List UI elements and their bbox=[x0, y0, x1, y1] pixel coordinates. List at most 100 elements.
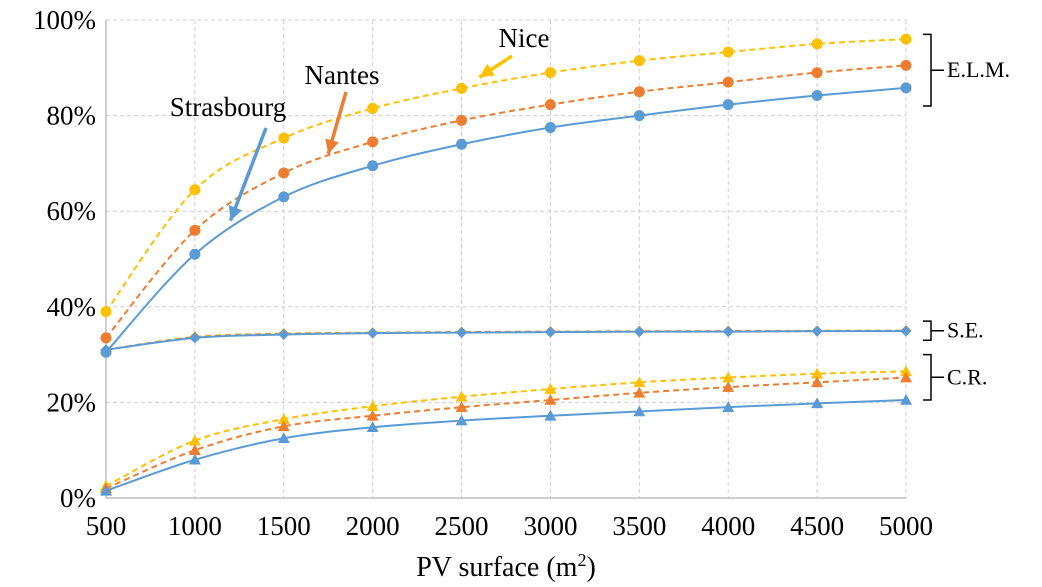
data-point bbox=[633, 405, 646, 417]
series-line bbox=[105, 399, 907, 492]
data-point bbox=[900, 365, 912, 377]
annotation-arrowhead bbox=[228, 205, 242, 221]
series-line bbox=[105, 86, 907, 353]
data-point bbox=[455, 414, 468, 426]
city-label-nice: Nice bbox=[499, 23, 550, 53]
y-tick-label: 100% bbox=[33, 5, 96, 35]
y-tick-label: 80% bbox=[47, 101, 97, 131]
data-point bbox=[366, 409, 379, 421]
annotation-arrow bbox=[228, 127, 268, 222]
data-point bbox=[189, 248, 201, 260]
data-point bbox=[100, 306, 112, 318]
x-tick-label: 1000 bbox=[168, 511, 222, 541]
data-point bbox=[189, 184, 201, 196]
axes bbox=[105, 20, 906, 499]
data-point bbox=[544, 394, 557, 405]
data-point bbox=[189, 332, 201, 344]
data-point bbox=[278, 167, 290, 179]
series-line bbox=[105, 370, 907, 487]
x-tick-label: 4000 bbox=[701, 511, 755, 541]
data-point bbox=[188, 453, 201, 465]
data-point bbox=[277, 432, 290, 444]
data-point bbox=[277, 420, 290, 432]
data-point bbox=[188, 434, 201, 446]
series-strasbourg-cr bbox=[100, 394, 912, 496]
data-point bbox=[900, 394, 912, 405]
data-point bbox=[278, 329, 290, 341]
data-point bbox=[456, 82, 468, 94]
data-point bbox=[811, 367, 824, 379]
data-point bbox=[633, 326, 645, 338]
series-nantes-se bbox=[100, 325, 912, 356]
city-label-nantes: Nantes bbox=[305, 60, 380, 90]
x-tick-label: 5000 bbox=[879, 511, 933, 541]
data-point bbox=[722, 381, 735, 392]
x-tick-label: 3500 bbox=[612, 511, 666, 541]
x-tick-labels: 500 1000 1500 2000 2500 3000 3500 4000 4500 5000 bbox=[86, 511, 933, 541]
gridlines bbox=[106, 19, 907, 498]
data-point bbox=[900, 33, 912, 45]
series-nice-cr bbox=[100, 365, 912, 491]
data-point bbox=[455, 390, 468, 402]
series-strasbourg-elm bbox=[100, 82, 912, 358]
x-tick-label: 2000 bbox=[346, 511, 400, 541]
data-point bbox=[544, 409, 557, 421]
data-point bbox=[722, 326, 734, 338]
y-tick-label: 0% bbox=[60, 483, 96, 513]
data-point bbox=[278, 132, 290, 144]
group-bracket bbox=[923, 353, 944, 401]
group-bracket bbox=[923, 320, 944, 342]
x-tick-label: 500 bbox=[86, 511, 127, 541]
data-point bbox=[544, 326, 556, 338]
data-point bbox=[367, 160, 379, 172]
series-nantes-cr bbox=[100, 371, 912, 494]
data-point bbox=[900, 82, 912, 94]
series-line bbox=[105, 329, 907, 351]
annotation-arrowhead bbox=[479, 63, 495, 78]
group-label-elm: E.L.M. bbox=[947, 57, 1010, 82]
series bbox=[100, 33, 912, 496]
data-point bbox=[811, 397, 824, 409]
data-point bbox=[722, 401, 735, 412]
y-tick-label: 20% bbox=[47, 387, 97, 417]
series-line bbox=[105, 330, 907, 351]
group-label-se: S.E. bbox=[947, 318, 984, 343]
data-point bbox=[366, 400, 379, 412]
group-brackets: E.L.M. S.E. C.R. bbox=[923, 33, 1010, 401]
data-point bbox=[633, 376, 646, 388]
data-point bbox=[278, 191, 290, 203]
data-point bbox=[277, 413, 290, 424]
data-point bbox=[456, 327, 468, 339]
data-point bbox=[544, 67, 556, 79]
city-label-strasbourg: Strasbourg bbox=[170, 92, 287, 122]
data-point bbox=[722, 371, 735, 383]
data-point bbox=[456, 138, 468, 150]
annotation-arrowhead bbox=[325, 138, 339, 154]
data-point bbox=[633, 386, 646, 398]
series-line bbox=[105, 64, 907, 339]
series-line bbox=[105, 329, 907, 351]
data-point bbox=[633, 55, 645, 67]
x-tick-label: 1500 bbox=[257, 511, 311, 541]
data-point bbox=[544, 122, 556, 134]
city-annotations: Strasbourg Nantes Nice bbox=[170, 23, 550, 222]
data-point bbox=[811, 90, 823, 102]
series-nantes-elm bbox=[100, 59, 912, 344]
data-point bbox=[811, 376, 824, 388]
data-point bbox=[100, 344, 112, 356]
data-point bbox=[456, 114, 468, 126]
data-point bbox=[100, 484, 112, 496]
series-line bbox=[105, 376, 907, 490]
data-point bbox=[900, 59, 912, 71]
data-point bbox=[722, 76, 734, 88]
data-point bbox=[544, 99, 556, 111]
data-point bbox=[722, 46, 734, 58]
data-point bbox=[811, 38, 823, 50]
x-tick-label: 3000 bbox=[523, 511, 577, 541]
data-point bbox=[633, 86, 645, 98]
y-tick-labels: 0% 20% 40% 60% 80% 100% bbox=[33, 5, 96, 513]
data-point bbox=[811, 325, 823, 337]
series-nice-elm bbox=[100, 33, 912, 318]
data-point bbox=[811, 67, 823, 79]
